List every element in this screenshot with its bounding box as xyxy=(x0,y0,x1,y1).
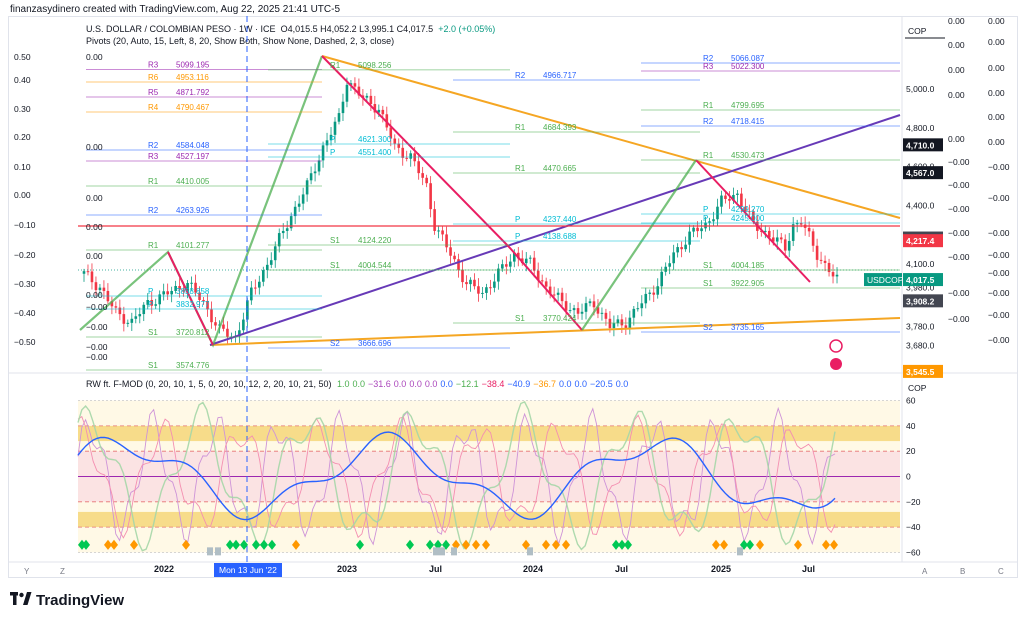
indicator-title: RW ft. F-MOD (0, 20, 10, 1, 5, 0, 20, 10… xyxy=(86,379,332,389)
indicator-value: 0.0 xyxy=(424,379,438,389)
tradingview-brand[interactable]: TradingView xyxy=(10,592,124,609)
brand-name: TradingView xyxy=(36,592,125,609)
indicator-value: 1.0 xyxy=(336,379,350,389)
pivots-legend[interactable]: Pivots (20, Auto, 15, Left, 8, 20, Show … xyxy=(86,36,395,46)
change-value: +2.0 (+0.05%) xyxy=(438,24,496,34)
indicator-value: −12.1 xyxy=(455,379,479,389)
chart-frame xyxy=(8,16,1018,578)
symbol-title: U.S. DOLLAR / COLOMBIAN PESO · 1W · ICE xyxy=(86,24,276,34)
indicator-value: 0.0 xyxy=(558,379,572,389)
indicator-value: 0.0 xyxy=(352,379,366,389)
indicator-value: 0.0 xyxy=(440,379,453,389)
tradingview-logo-icon xyxy=(10,592,32,605)
indicator-value: −40.9 xyxy=(507,379,531,389)
indicator-value: 0.0 xyxy=(615,379,629,389)
indicator-value: −36.7 xyxy=(533,379,556,389)
indicator-values: 1.0 0.0 −31.6 0.0 0.0 0.0 0.0 −12.1 −38.4 −40.9 −3… xyxy=(337,379,631,389)
symbol-legend[interactable]: U.S. DOLLAR / COLOMBIAN PESO · 1W · ICE … xyxy=(86,24,495,34)
indicator-value: 0.0 xyxy=(574,379,588,389)
indicator-value: 0.0 xyxy=(393,379,407,389)
indicator-value: −31.6 xyxy=(368,379,391,389)
indicator-value: −20.5 xyxy=(590,379,613,389)
indicator-legend[interactable]: RW ft. F-MOD (0, 20, 10, 1, 5, 0, 20, 10… xyxy=(86,379,634,389)
chart-header: finanzasydinero created with TradingView… xyxy=(10,4,341,15)
ohlc-values: O4,015.5 H4,052.2 L3,995.1 C4,017.5 xyxy=(280,24,434,34)
indicator-value: −38.4 xyxy=(481,379,505,389)
indicator-value: 0.0 xyxy=(409,379,422,389)
